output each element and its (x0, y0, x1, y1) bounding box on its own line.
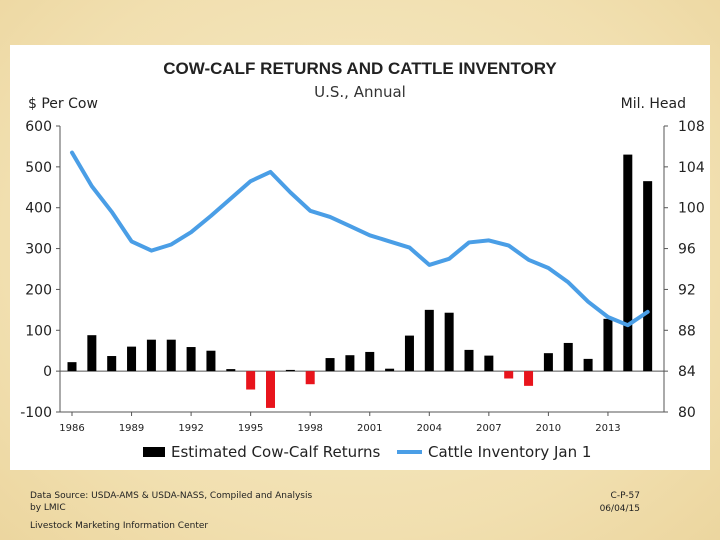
x-tick-label: 1992 (178, 423, 203, 434)
bar-1999 (325, 358, 335, 372)
bar-1994 (226, 369, 236, 372)
source-line-1: Data Source: USDA-AMS & USDA-NASS, Compi… (30, 491, 313, 501)
bar-1989 (127, 346, 137, 372)
bar-2006 (464, 349, 474, 372)
legend-label-returns: Estimated Cow-Calf Returns (171, 443, 381, 461)
x-tick-label: 2013 (595, 423, 620, 434)
bar-2005 (444, 312, 454, 372)
bar-1991 (166, 339, 176, 372)
bar-2003 (404, 335, 414, 372)
chart-date: 06/04/15 (599, 504, 640, 514)
data-source-note: Data Source: USDA-AMS & USDA-NASS, Compi… (30, 490, 312, 514)
bar-1998 (305, 371, 315, 385)
inventory-line (70, 150, 650, 328)
bar-2001 (365, 351, 375, 372)
x-tick-label: 1986 (59, 423, 84, 434)
bar-2011 (563, 342, 573, 372)
x-tick-label: 1995 (238, 423, 263, 434)
bar-2000 (345, 355, 355, 372)
bar-2009 (524, 371, 534, 386)
bar-2014 (623, 154, 633, 372)
left-tick-label: 100 (25, 323, 52, 339)
chart: COW-CALF RETURNS AND CATTLE INVENTORY U.… (20, 59, 705, 461)
chart-panel: COW-CALF RETURNS AND CATTLE INVENTORY U.… (10, 45, 710, 470)
left-tick-label: 500 (25, 160, 52, 176)
x-tick-label: 2001 (357, 423, 382, 434)
bar-2015 (643, 181, 653, 372)
right-tick-label: 88 (678, 323, 696, 339)
x-tick-label: 1989 (119, 423, 144, 434)
right-tick-label: 108 (678, 119, 705, 135)
chart-code: C-P-57 (610, 491, 640, 501)
bar-1997 (285, 369, 295, 372)
bar-2008 (504, 371, 514, 379)
right-tick-label: 84 (678, 364, 696, 380)
chart-subtitle: U.S., Annual (314, 83, 406, 101)
bar-2007 (484, 355, 494, 372)
x-tick-label: 2010 (536, 423, 561, 434)
left-tick-label: -100 (20, 405, 52, 421)
left-tick-label: 400 (25, 201, 52, 217)
right-tick-label: 100 (678, 201, 705, 217)
bar-1988 (107, 356, 117, 372)
bar-1993 (206, 350, 216, 372)
right-tick-label: 92 (678, 282, 696, 298)
bar-1986 (67, 362, 77, 372)
legend-bar-swatch (143, 447, 165, 457)
x-tick-label: 2007 (476, 423, 501, 434)
bar-1992 (186, 347, 196, 372)
bar-2012 (583, 358, 593, 372)
right-tick-label: 80 (678, 405, 696, 421)
left-tick-label: 300 (25, 242, 52, 258)
left-axis-title: $ Per Cow (28, 96, 98, 112)
right-tick-label: 104 (678, 160, 705, 176)
bar-1987 (87, 335, 97, 372)
right-axis-title: Mil. Head (621, 96, 686, 112)
bar-2013 (603, 318, 613, 372)
legend-label-inventory: Cattle Inventory Jan 1 (428, 443, 591, 461)
right-tick-label: 96 (678, 242, 696, 258)
bar-2010 (543, 353, 553, 372)
bar-1990 (146, 339, 156, 372)
bar-1996 (266, 371, 275, 408)
left-tick-label: 600 (25, 119, 52, 135)
x-tick-label: 2004 (417, 423, 442, 434)
bar-2002 (385, 368, 395, 372)
org-name: Livestock Marketing Information Center (30, 521, 209, 531)
source-line-2: by LMIC (30, 503, 66, 513)
bar-1995 (246, 371, 256, 390)
left-tick-label: 200 (25, 282, 52, 298)
left-tick-label: 0 (43, 364, 52, 380)
bar-2004 (424, 309, 434, 372)
x-tick-label: 1998 (297, 423, 322, 434)
chart-title: COW-CALF RETURNS AND CATTLE INVENTORY (163, 59, 557, 78)
